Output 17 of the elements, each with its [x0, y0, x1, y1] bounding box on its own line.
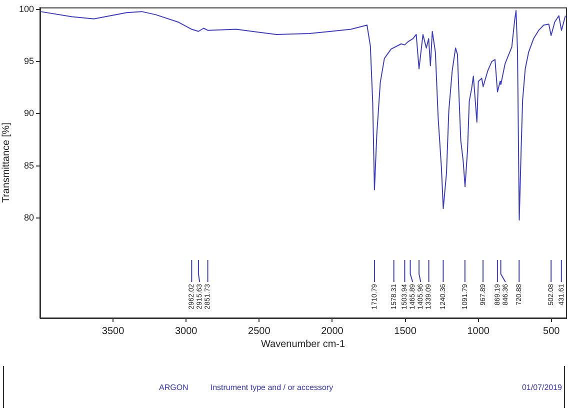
x-tick-label: 500 — [543, 326, 560, 337]
text: ARGON — [159, 382, 188, 392]
x-tick-label: 3000 — [174, 326, 198, 337]
y-axis-title: Transmittance [%] — [0, 122, 12, 203]
x-tick-label: 1000 — [467, 326, 490, 337]
y-tick-label: 90 — [24, 108, 34, 118]
y-tick-label: 85 — [24, 160, 34, 170]
text: Instrument type and / or accessory — [210, 382, 334, 392]
x-tick-label: 2000 — [321, 326, 344, 337]
text: 01/07/2019 — [522, 382, 562, 392]
x-tick-label: 3500 — [102, 326, 125, 337]
x-axis-title: Wavenumber cm-1 — [260, 338, 346, 350]
x-tick-label: 1500 — [394, 326, 417, 337]
y-tick-label: 95 — [24, 56, 34, 66]
y-tick-label: 100 — [18, 4, 34, 14]
x-tick-label: 2500 — [248, 326, 271, 337]
y-tick-label: 80 — [24, 212, 34, 222]
